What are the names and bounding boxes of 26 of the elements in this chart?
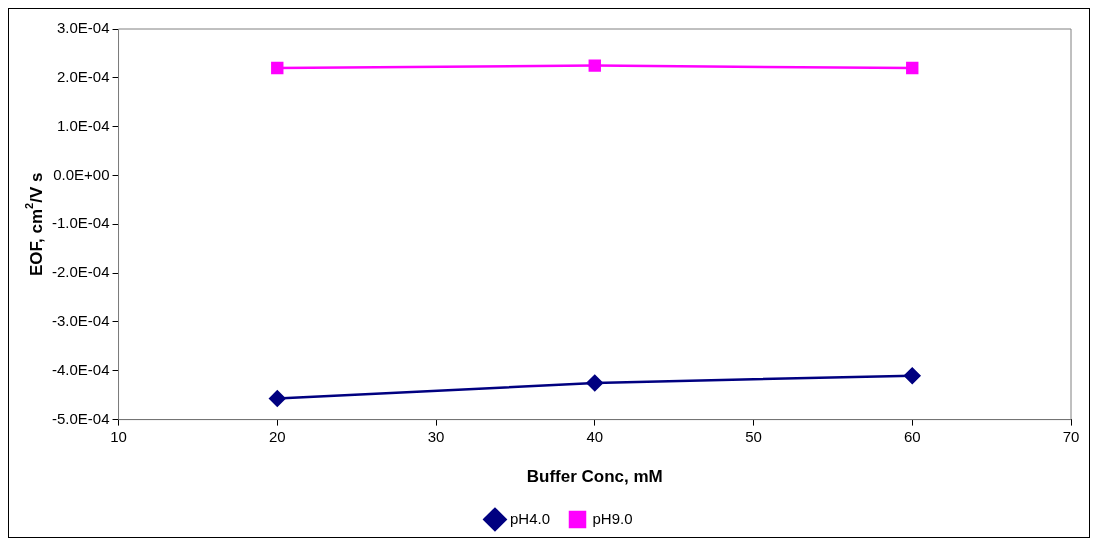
legend-label: pH9.0: [592, 509, 633, 527]
x-tick-label: 30: [427, 427, 445, 445]
y-tick-label: -2.0E-04: [51, 263, 110, 281]
x-axis-title: Buffer Conc, mM: [526, 467, 663, 487]
y-tick-label: 3.0E-04: [56, 19, 110, 37]
y-axis-title: EOF, cm2/V s: [23, 172, 46, 277]
point: [586, 374, 604, 392]
y-tick-label: -3.0E-04: [51, 312, 110, 330]
point: [269, 390, 286, 407]
x-tick-label: 40: [586, 427, 604, 445]
point: [271, 61, 284, 75]
x-tick-label: 70: [1062, 427, 1080, 445]
point: [904, 367, 921, 384]
y-tick-label: -1.0E-04: [51, 214, 110, 232]
y-tick-label: 0.0E+00: [53, 165, 110, 183]
y-tick-label: -5.0E-04: [51, 409, 110, 427]
x-tick-label: 50: [745, 427, 762, 445]
point: [588, 59, 601, 72]
x-tick-label: 10: [110, 427, 127, 445]
point: [906, 61, 919, 75]
y-tick-label: 1.0E-04: [56, 116, 110, 134]
y-tick-label: -4.0E-04: [51, 360, 110, 378]
x-tick-label: 20: [268, 427, 286, 445]
y-tick-label: 2.0E-04: [56, 67, 110, 85]
x-tick-label: 60: [903, 427, 921, 445]
legend-label: pH4.0: [509, 509, 550, 527]
